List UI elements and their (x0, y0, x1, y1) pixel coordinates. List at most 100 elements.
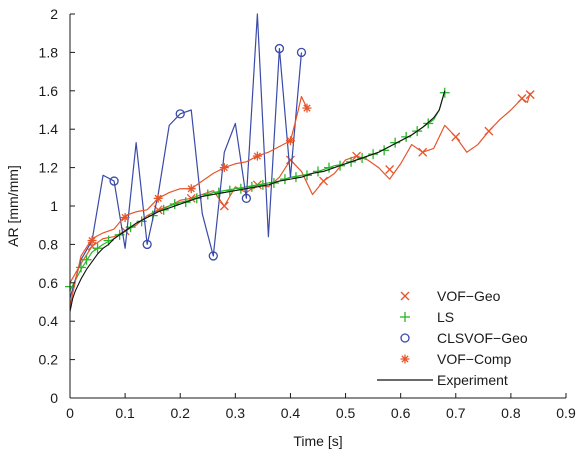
x-axis-title: Time [s] (293, 433, 342, 449)
series-ls-point-3 (92, 243, 103, 254)
y-tick-label-1: 0.2 (39, 352, 59, 368)
series-vof-comp-point-0-ray-3 (88, 236, 96, 245)
series-clsvof-geo-point-5 (274, 43, 285, 54)
legend-item-vof-comp: VOF−Comp (400, 351, 512, 367)
series-clsvof-geo-point-3 (208, 251, 218, 261)
series-experiment (69, 90, 446, 312)
series-ls-point-33 (423, 118, 434, 129)
series-vof-geo-point-13 (517, 94, 527, 103)
series-vof-geo-point-12 (484, 126, 494, 136)
legend-item-clsvof-geo-swatch (400, 333, 410, 343)
series-ls-point-1 (76, 262, 87, 273)
series-clsvof-geo-point-0 (109, 176, 119, 186)
series-vof-geo-point-12-stroke-b (484, 126, 494, 136)
legend-item-ls: LS (400, 309, 454, 325)
series-vof-comp-point-7-ray-3 (303, 104, 311, 112)
series-vof-comp-point-2-ray-3 (154, 194, 162, 202)
series-vof-comp-point-4 (219, 163, 229, 173)
series-clsvof-geo-point-1 (142, 239, 152, 250)
series-vof-geo-point-7 (319, 176, 328, 186)
x-tick-label-3: 0.3 (226, 405, 246, 421)
series-vof-geo-point-9-stroke-b (385, 165, 395, 174)
legend-item-clsvof-geo: CLSVOF−Geo (400, 330, 528, 346)
series-vof-geo-point-4 (219, 201, 229, 211)
series-ls-point-2 (81, 254, 92, 265)
legend-item-vof-comp-swatch-ray-3 (401, 355, 409, 363)
y-axis-title: AR [mm/mm] (5, 165, 21, 247)
series-clsvof-geo (69, 13, 307, 299)
series-vof-geo-point-7-stroke-b (319, 176, 328, 186)
legend: VOF−Geo LS CLSVOF−Geo VOF−Comp Experiment (377, 288, 528, 388)
series-vof-geo-point-14-stroke-b (525, 90, 535, 100)
series-vof-geo-point-14 (525, 90, 535, 100)
series-vof-comp-point-5-ray-3 (253, 152, 262, 160)
series-ls-point-30 (390, 137, 401, 148)
series-vof-comp-point-7 (302, 103, 312, 113)
series-experiment-line (69, 90, 446, 312)
y-tick-label-2: 0.4 (39, 313, 59, 329)
series-vof-geo-line (69, 92, 531, 284)
series-vof-comp-point-4-ray-3 (220, 163, 228, 172)
series-vof-comp-point-2 (153, 193, 163, 203)
legend-item-vof-comp-swatch (400, 354, 410, 364)
series-vof-geo-point-9 (385, 165, 395, 174)
y-tick-label-0: 0 (50, 390, 58, 406)
legend-item-experiment-label: Experiment (437, 372, 508, 388)
series-vof-comp-point-6-ray-3 (286, 137, 295, 145)
y-tick-label-7: 1.4 (39, 121, 59, 137)
y-tick-label-10: 2 (50, 6, 58, 22)
series-ls-point-29 (379, 145, 390, 156)
legend-item-vof-geo-label: VOF−Geo (437, 288, 501, 304)
y-tick-label-4: 0.8 (39, 236, 59, 252)
series-vof-comp-point-0 (87, 236, 97, 246)
series-vof-geo-point-10-stroke-b (418, 147, 428, 157)
series-ls-point-31 (401, 131, 412, 142)
series-ls (65, 87, 450, 292)
x-tick-label-1: 0.1 (115, 405, 135, 421)
x-tick-label-0: 0 (66, 405, 74, 421)
series-vof-geo-point-11-stroke-b (451, 132, 461, 142)
series-clsvof-geo-point-2 (175, 109, 185, 119)
series-ls-line (69, 90, 446, 291)
x-tick-label-9: 0.9 (556, 405, 576, 421)
series-vof-geo-point-10 (418, 147, 428, 157)
x-tick-label-6: 0.6 (391, 405, 411, 421)
series-clsvof-geo-point-4 (241, 193, 252, 203)
legend-item-ls-label: LS (437, 309, 454, 325)
x-tick-label-8: 0.8 (501, 405, 521, 421)
y-tick-label-9: 1.8 (39, 44, 59, 60)
series-vof-comp (69, 95, 312, 306)
series-clsvof-geo-line (69, 13, 303, 299)
y-tick-label-3: 0.6 (39, 275, 59, 291)
series-vof-geo-point-8-stroke-b (352, 151, 362, 161)
series-vof-geo-point-6-stroke-b (285, 155, 295, 165)
legend-item-vof-geo: VOF−Geo (400, 288, 501, 304)
series-ls-point-10 (169, 199, 180, 210)
legend-item-ls-swatch (400, 312, 410, 322)
series-vof-comp-point-1 (120, 213, 130, 223)
x-tick-label-7: 0.7 (446, 405, 466, 421)
legend-item-clsvof-geo-label: CLSVOF−Geo (437, 330, 528, 346)
x-tick-label-5: 0.5 (336, 405, 356, 421)
series-ls-point-24 (324, 162, 335, 173)
x-tick-label-2: 0.2 (170, 405, 190, 421)
series-vof-geo-point-13-stroke-b (517, 94, 527, 103)
y-tick-label-5: 1 (50, 198, 58, 214)
series-vof-comp-point-6 (285, 136, 295, 146)
series-vof-comp-line (69, 95, 308, 306)
y-tick-label-8: 1.6 (39, 83, 59, 99)
series-vof-comp-point-3-ray-3 (187, 185, 195, 193)
series-vof-geo (69, 90, 535, 284)
series-vof-comp-point-3 (186, 184, 196, 194)
legend-item-experiment: Experiment (377, 372, 508, 388)
axes-layer: 0 0.1 0.2 0.3 0.4 0.5 0.6 0.7 0.8 0.9 0 0.2 0.4 0.6 0.… (39, 6, 576, 421)
legend-item-vof-comp-label: VOF−Comp (437, 351, 512, 367)
series-vof-geo-point-4-stroke-b (219, 201, 229, 211)
legend-item-vof-geo-swatch-stroke-b (400, 291, 410, 301)
series-layer (65, 13, 535, 312)
y-tick-label-6: 1.2 (39, 160, 59, 176)
series-vof-comp-point-1-ray-3 (121, 213, 129, 222)
series-vof-geo-point-11 (451, 132, 461, 142)
